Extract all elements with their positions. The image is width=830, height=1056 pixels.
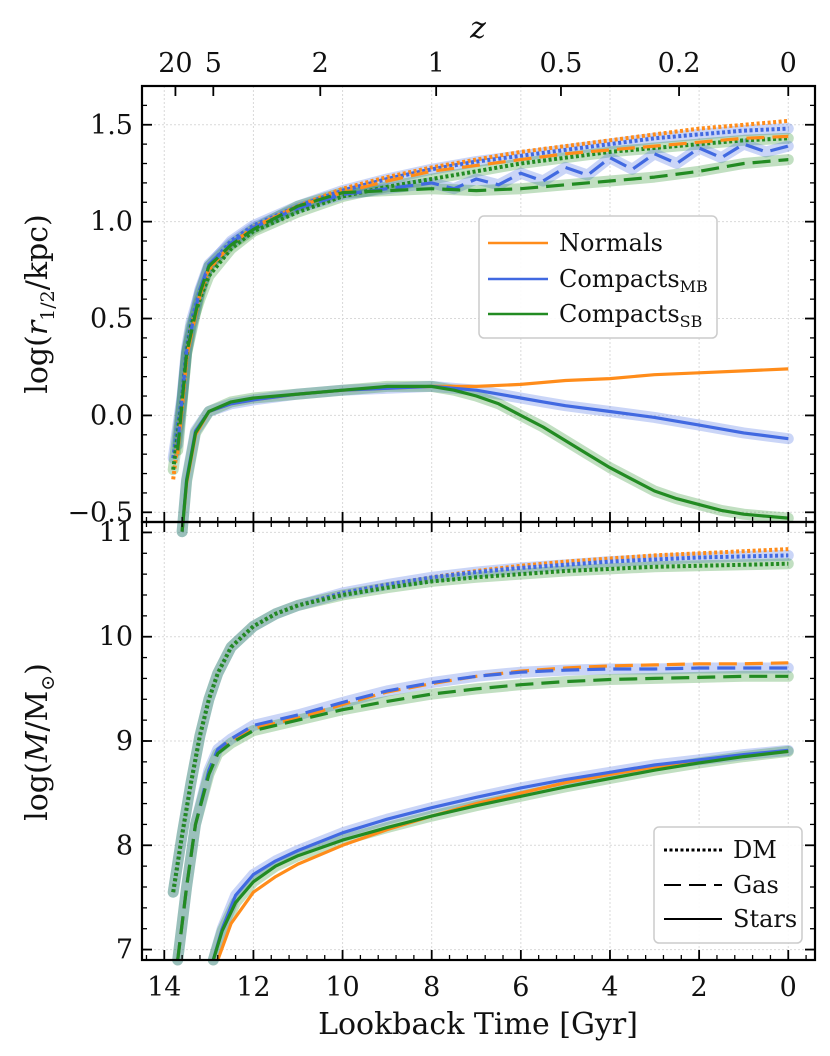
top-y-axis-label: log(r1/2/kpc) xyxy=(20,214,59,394)
y-tick-label: 7 xyxy=(116,935,133,966)
x-tick-label: 10 xyxy=(325,972,359,1003)
color-legend-box xyxy=(478,215,718,339)
y-tick-label: 0.5 xyxy=(90,304,133,335)
series-compacts-sb-gas xyxy=(176,674,789,961)
series-compacts-sb-dm xyxy=(171,561,789,893)
x-tick-label: 12 xyxy=(236,972,270,1003)
z-tick-label: 2 xyxy=(312,48,329,79)
series-layer xyxy=(171,118,789,961)
band-compacts-mb-stars xyxy=(176,380,794,538)
legend-label-stars: Stars xyxy=(733,905,797,933)
series-compacts-mb-gas xyxy=(176,666,789,961)
band-compacts-sb-stars xyxy=(176,380,794,538)
y-tick-label: 1.0 xyxy=(90,207,133,238)
z-tick-label: 0 xyxy=(780,48,797,79)
series-compacts-mb-stars xyxy=(180,384,789,532)
x-tick-label: 4 xyxy=(601,972,618,1003)
series-compacts-sb-stars xyxy=(211,749,789,961)
y-tick-label: 9 xyxy=(116,726,133,757)
y-tick-label: −0.5 xyxy=(67,497,133,528)
x-tick-label: 14 xyxy=(147,972,181,1003)
series-compacts-sb-stars xyxy=(180,384,789,532)
z-tick-label: 20 xyxy=(158,48,192,79)
x-tick-label: 8 xyxy=(423,972,440,1003)
z-tick-label: 1 xyxy=(428,48,445,79)
series-compacts-mb-dm xyxy=(171,126,789,459)
y-tick-label: 0.0 xyxy=(90,400,133,431)
series-normals-gas xyxy=(176,134,789,455)
color-legend: Normals CompactsMB CompactsSB xyxy=(478,215,718,339)
bottom-y-axis-label: log(M/M⊙) xyxy=(20,663,59,821)
z-tick-label: 0.5 xyxy=(539,48,582,79)
top-axis-label: z xyxy=(469,11,486,46)
series-compacts-mb-stars xyxy=(211,748,789,961)
legend-label-gas: Gas xyxy=(733,871,779,899)
x-tick-label: 2 xyxy=(691,972,708,1003)
x-tick-label: 6 xyxy=(512,972,529,1003)
x-tick-label: 0 xyxy=(780,972,797,1003)
legend-label-compacts-mb: CompactsMB xyxy=(559,265,708,296)
z-tick-label: 5 xyxy=(205,48,222,79)
series-compacts-sb-gas xyxy=(176,158,789,451)
y-tick-label: 11 xyxy=(99,517,133,548)
tick-layer xyxy=(142,85,815,960)
legend-label-dm: DM xyxy=(733,836,777,864)
y-tick-label: 10 xyxy=(99,622,133,653)
style-legend: DM Gas Stars xyxy=(653,826,803,944)
legend-label-compacts-sb: CompactsSB xyxy=(559,300,702,331)
y-tick-label: 8 xyxy=(116,830,133,861)
z-tick-label: 0.2 xyxy=(658,48,701,79)
y-tick-label: 1.5 xyxy=(90,110,133,141)
legend-label-normals: Normals xyxy=(559,229,663,257)
x-axis-label: Lookback Time [Gyr] xyxy=(318,1007,638,1042)
style-legend-box xyxy=(653,826,803,944)
